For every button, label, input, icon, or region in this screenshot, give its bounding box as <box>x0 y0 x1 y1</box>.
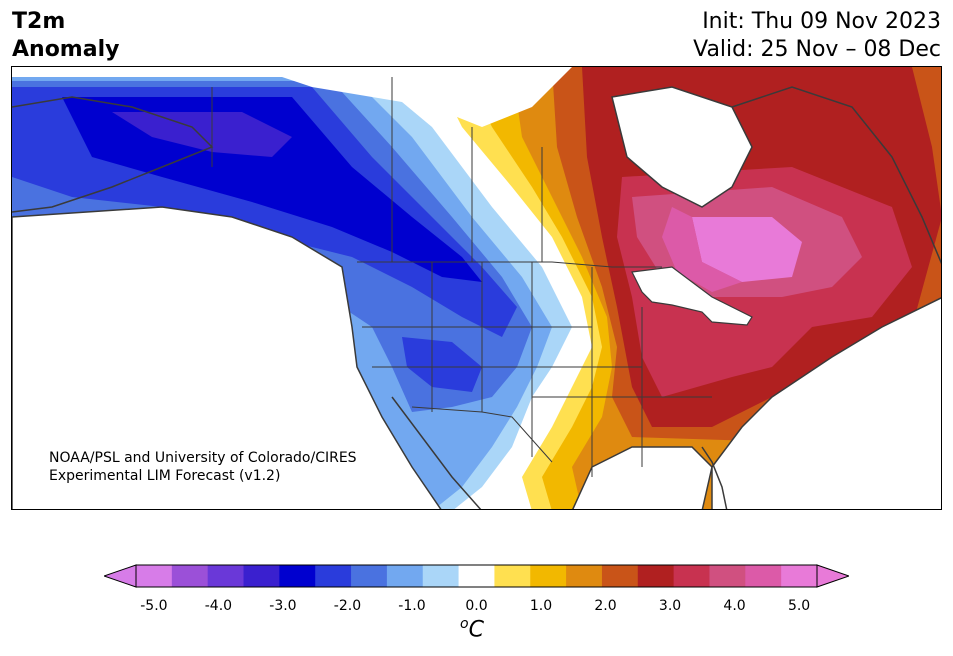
colorbar-segment <box>279 565 316 587</box>
cold-core-violet <box>112 112 292 157</box>
colorbar-tick-label: 4.0 <box>723 598 746 614</box>
colorbar-tick-label: 0.0 <box>465 598 488 614</box>
colorbar-segment <box>386 565 424 587</box>
colorbar-segment <box>673 565 710 587</box>
unit-superscript: o <box>460 616 469 632</box>
anomaly-map-svg <box>12 67 941 509</box>
colorbar-segment <box>709 565 746 587</box>
colorbar-tick-label: -4.0 <box>204 598 233 614</box>
colorbar-segment <box>207 565 245 587</box>
baja-coastline <box>391 396 482 509</box>
colorbar-outline <box>135 564 818 588</box>
colorbar-tick-label: -3.0 <box>269 598 297 614</box>
colorbar-segment <box>136 565 173 587</box>
anomaly-map <box>11 66 942 510</box>
warm-core-inner <box>662 207 742 292</box>
colorbar-tick-label: -2.0 <box>333 598 362 614</box>
colorbar-tick-label: 5.0 <box>787 598 811 614</box>
colorbar-segment <box>243 565 280 587</box>
credit-text: NOAA/PSL and University of Colorado/CIRE… <box>49 449 357 485</box>
colorbar-segment <box>601 565 639 587</box>
colorbar-segment <box>315 565 352 587</box>
atlantic-ocean <box>711 297 941 509</box>
great-lakes <box>631 266 753 326</box>
forecast-dates: Init: Thu 09 Nov 2023 Valid: 25 Nov – 08… <box>693 8 941 64</box>
colorbar-tick-label: -1.0 <box>398 598 426 614</box>
hudson-bay <box>611 86 753 208</box>
colorbar-segment <box>745 565 782 587</box>
colorbar-over-arrow <box>816 564 849 588</box>
unit-letter: C <box>468 617 484 643</box>
colorbar <box>104 564 849 588</box>
colorbar-segment <box>781 565 818 587</box>
credit-line-1: NOAA/PSL and University of Colorado/CIRE… <box>49 450 357 466</box>
colorbar-segment <box>171 565 209 587</box>
init-date: Init: Thu 09 Nov 2023 <box>702 9 941 34</box>
canada-us-border <box>357 261 662 268</box>
colorbar-tick-label: 1.0 <box>529 598 553 614</box>
colorbar-segment <box>422 565 460 587</box>
unit-label: oC <box>460 616 484 642</box>
political-borders <box>211 77 712 477</box>
colorbar-segment <box>637 565 675 587</box>
title-line-2: Anomaly <box>12 37 120 62</box>
colorbar-tick-label: 3.0 <box>658 598 682 614</box>
labrador-coastline <box>731 86 941 265</box>
map-title: T2m Anomaly <box>12 8 119 64</box>
alaska-coastline <box>12 96 214 213</box>
colorbar-segment <box>530 565 567 587</box>
cold-southwest-pocket <box>402 337 482 392</box>
colorbar-tick-label: 2.0 <box>594 598 617 614</box>
florida-coastline <box>701 446 728 509</box>
colorbar-segment <box>351 565 388 587</box>
cold-core <box>62 97 482 282</box>
warm-core <box>692 217 802 282</box>
colorbar-tick-label: -5.0 <box>140 598 168 614</box>
colorbar-segment <box>494 565 531 587</box>
pacific-ocean <box>12 206 442 509</box>
colorbar-under-arrow <box>104 564 137 588</box>
title-line-1: T2m <box>12 9 66 34</box>
colorbar-segment <box>458 565 495 587</box>
credit-line-2: Experimental LIM Forecast (v1.2) <box>49 468 281 484</box>
arctic-ocean <box>252 67 572 127</box>
colorbar-segment <box>566 565 603 587</box>
valid-range: Valid: 25 Nov – 08 Dec <box>693 37 941 62</box>
